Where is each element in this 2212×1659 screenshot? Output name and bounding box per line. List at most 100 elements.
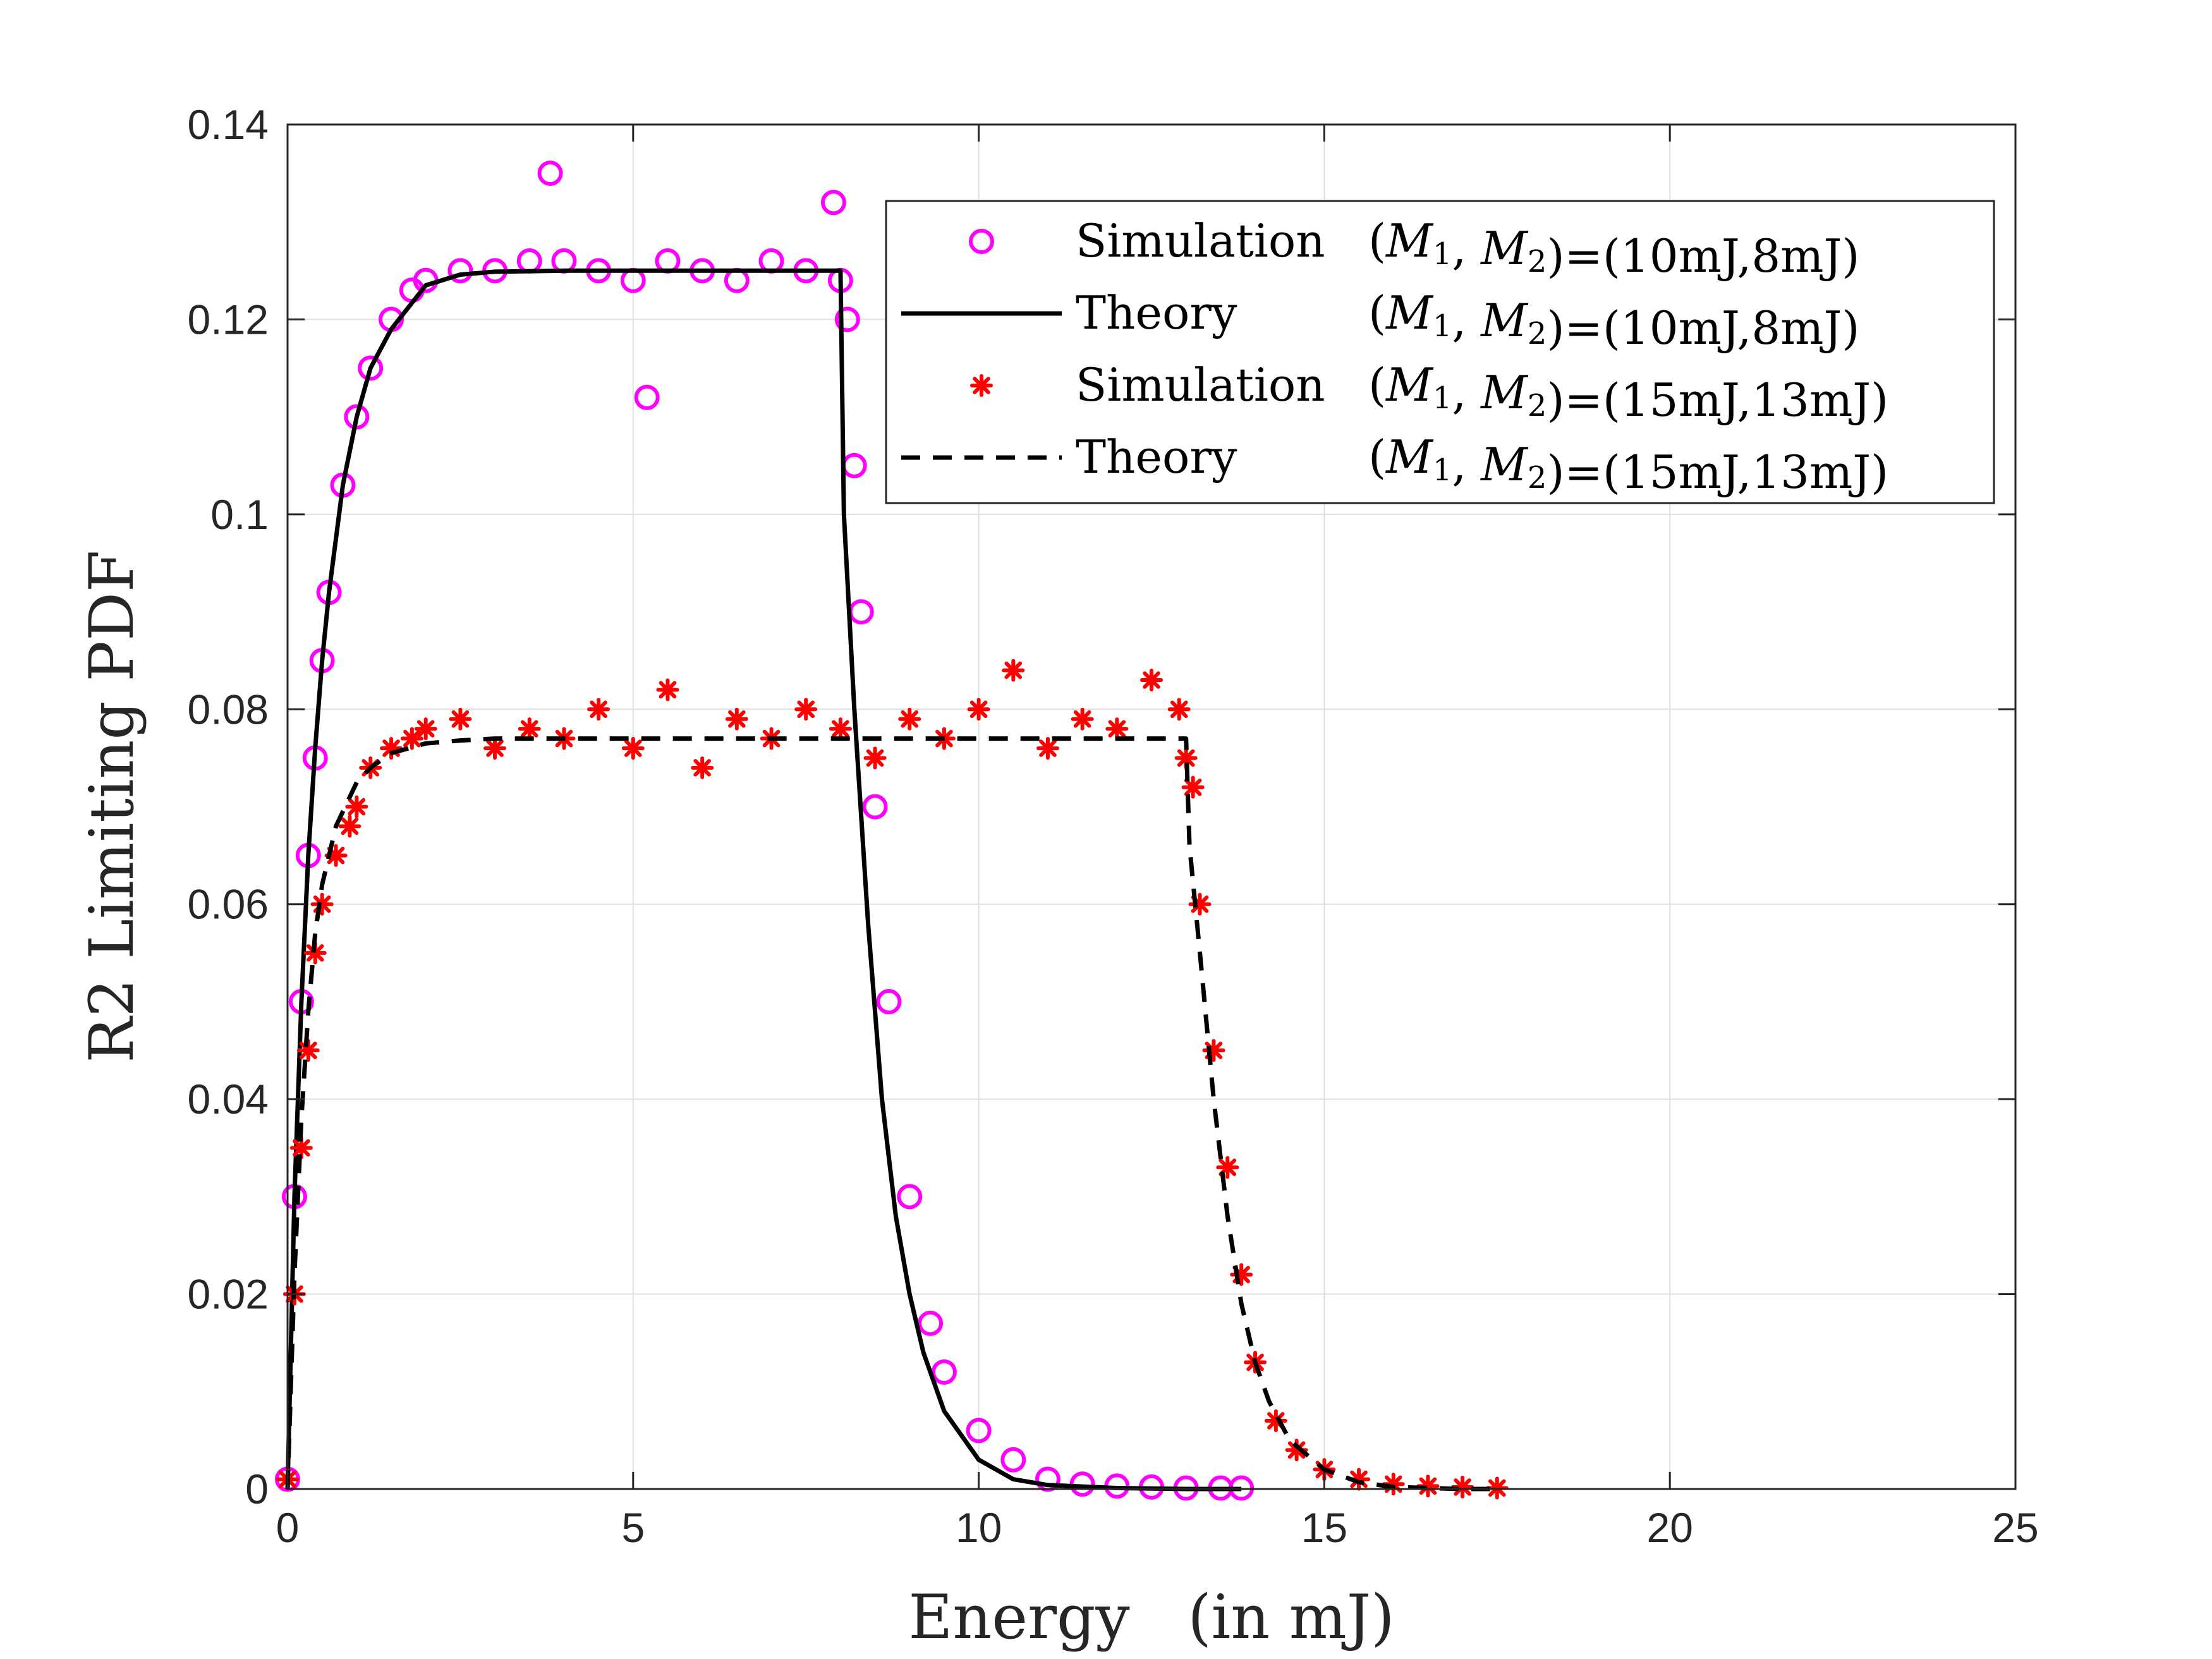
legend-label: Simulation xyxy=(1076,358,1325,411)
y-axis-label: R2 Limiting PDF xyxy=(76,550,147,1062)
legend-math-symbol: M xyxy=(1480,438,1529,491)
grid xyxy=(288,125,2015,1489)
legend-math-text: ) xyxy=(1547,374,1564,427)
legend-math-text: ( xyxy=(1368,286,1386,339)
x-tick-label: 20 xyxy=(1646,1504,1692,1551)
asterisk-stroke xyxy=(327,846,345,865)
legend-entry: Simulation (M1, M2)=(15mJ,13mJ) xyxy=(970,358,1888,427)
legend-math-text: , xyxy=(1452,222,1481,275)
legend-param-values: =(10mJ,8mJ) xyxy=(1565,301,1860,355)
legend-label: Simulation xyxy=(1076,214,1325,267)
series-layer xyxy=(275,161,1509,1501)
data-point xyxy=(656,678,679,702)
asterisk-stroke xyxy=(1170,700,1188,719)
asterisk-stroke xyxy=(1184,778,1202,796)
legend-marker-swatch xyxy=(970,374,993,397)
asterisk-stroke xyxy=(1488,1479,1506,1497)
y-tick-label: 0 xyxy=(245,1466,269,1512)
legend-math-text: ( xyxy=(1368,214,1386,267)
data-point xyxy=(310,892,334,916)
asterisk-stroke xyxy=(659,681,677,699)
data-point xyxy=(1416,1474,1440,1498)
asterisk-stroke xyxy=(520,720,538,738)
data-point xyxy=(414,717,437,741)
axis-ticks xyxy=(286,123,2017,1490)
asterisk-stroke xyxy=(1143,671,1160,689)
y-tick-label: 0.06 xyxy=(188,881,269,928)
legend-math-text: , xyxy=(1452,366,1481,419)
data-point xyxy=(691,756,714,779)
legend-param-values: =(15mJ,13mJ) xyxy=(1565,446,1889,499)
legend-math-subscript: 2 xyxy=(1528,460,1547,495)
legend: Simulation (M1, M2)=(10mJ,8mJ)Theory (M1, … xyxy=(885,200,1995,504)
y-tick-label: 0.14 xyxy=(188,101,269,148)
y-tick-labels: 0 0.02 0.04 0.06 0.08 0.1 0.12 0.14 xyxy=(188,101,269,1512)
asterisk-stroke xyxy=(348,798,366,816)
x-tick-label: 5 xyxy=(621,1504,645,1551)
legend-label: Theory xyxy=(1076,286,1237,339)
legend-math-text: ) xyxy=(1547,446,1564,499)
asterisk-stroke xyxy=(728,710,746,728)
legend-math-symbol: M xyxy=(1385,286,1434,339)
data-point xyxy=(725,707,748,731)
legend-param-values: =(15mJ,13mJ) xyxy=(1565,374,1889,427)
legend-params: (M1, M2)=(15mJ,13mJ) xyxy=(1368,430,1888,499)
asterisk-stroke xyxy=(1419,1477,1437,1495)
asterisk-stroke xyxy=(300,1042,317,1059)
legend-math-symbol: M xyxy=(1480,294,1529,347)
data-point xyxy=(876,988,902,1014)
legend-math-text: , xyxy=(1452,438,1481,491)
legend-math-symbol: M xyxy=(1480,222,1529,275)
legend-entry: Theory (M1, M2)=(15mJ,13mJ) xyxy=(901,430,1888,499)
data-point xyxy=(1167,698,1191,721)
x-tick-label: 25 xyxy=(1992,1504,2038,1551)
y-tick-label: 0.02 xyxy=(188,1271,269,1318)
data-point xyxy=(1140,669,1163,692)
data-point xyxy=(345,795,368,818)
asterisk-stroke xyxy=(693,759,711,777)
x-tick-labels: 0 5 10 15 20 25 xyxy=(276,1504,2039,1551)
data-point xyxy=(537,161,563,186)
data-point xyxy=(967,698,990,721)
data-point xyxy=(1071,707,1094,731)
legend-math-text: ) xyxy=(1547,229,1564,283)
legend-math-symbol: M xyxy=(1385,358,1434,411)
legend-label: Theory xyxy=(1076,430,1237,483)
series-line xyxy=(285,268,1242,1492)
legend-entries: Simulation (M1, M2)=(10mJ,8mJ)Theory (M1, … xyxy=(901,214,1888,499)
legend-math-subscript: 2 xyxy=(1528,316,1547,351)
asterisk-stroke xyxy=(293,1139,310,1157)
x-tick-label: 10 xyxy=(956,1504,1002,1551)
asterisk-stroke xyxy=(973,377,990,394)
legend-entry: Theory (M1, M2)=(10mJ,8mJ) xyxy=(901,286,1859,355)
data-point xyxy=(794,698,818,721)
data-point xyxy=(1002,659,1025,682)
legend-marker-swatch xyxy=(969,229,994,254)
data-point xyxy=(1036,736,1059,760)
legend-params: (M1, M2)=(15mJ,13mJ) xyxy=(1368,358,1888,427)
data-point xyxy=(447,258,473,284)
data-point xyxy=(338,815,362,838)
legend-box xyxy=(885,200,1995,504)
asterisk-stroke xyxy=(1177,749,1195,767)
y-tick-label: 0.12 xyxy=(188,296,269,343)
asterisk-stroke xyxy=(1004,661,1023,679)
asterisk-stroke xyxy=(1039,739,1057,757)
asterisk-stroke xyxy=(1267,1412,1285,1430)
y-tick-label: 0.08 xyxy=(188,686,269,732)
data-point xyxy=(820,190,846,216)
asterisk-stroke xyxy=(1287,1441,1306,1459)
data-point xyxy=(829,717,852,741)
data-point xyxy=(303,941,327,964)
asterisk-stroke xyxy=(866,749,884,767)
data-point xyxy=(862,794,888,820)
asterisk-stroke xyxy=(1350,1470,1368,1488)
legend-math-subscript: 2 xyxy=(1528,388,1547,423)
asterisk-stroke xyxy=(1073,710,1091,728)
asterisk-stroke xyxy=(1454,1478,1471,1496)
legend-math-subscript: 1 xyxy=(1433,236,1452,272)
data-point xyxy=(449,707,472,731)
data-point xyxy=(400,727,423,750)
data-point xyxy=(483,736,507,760)
